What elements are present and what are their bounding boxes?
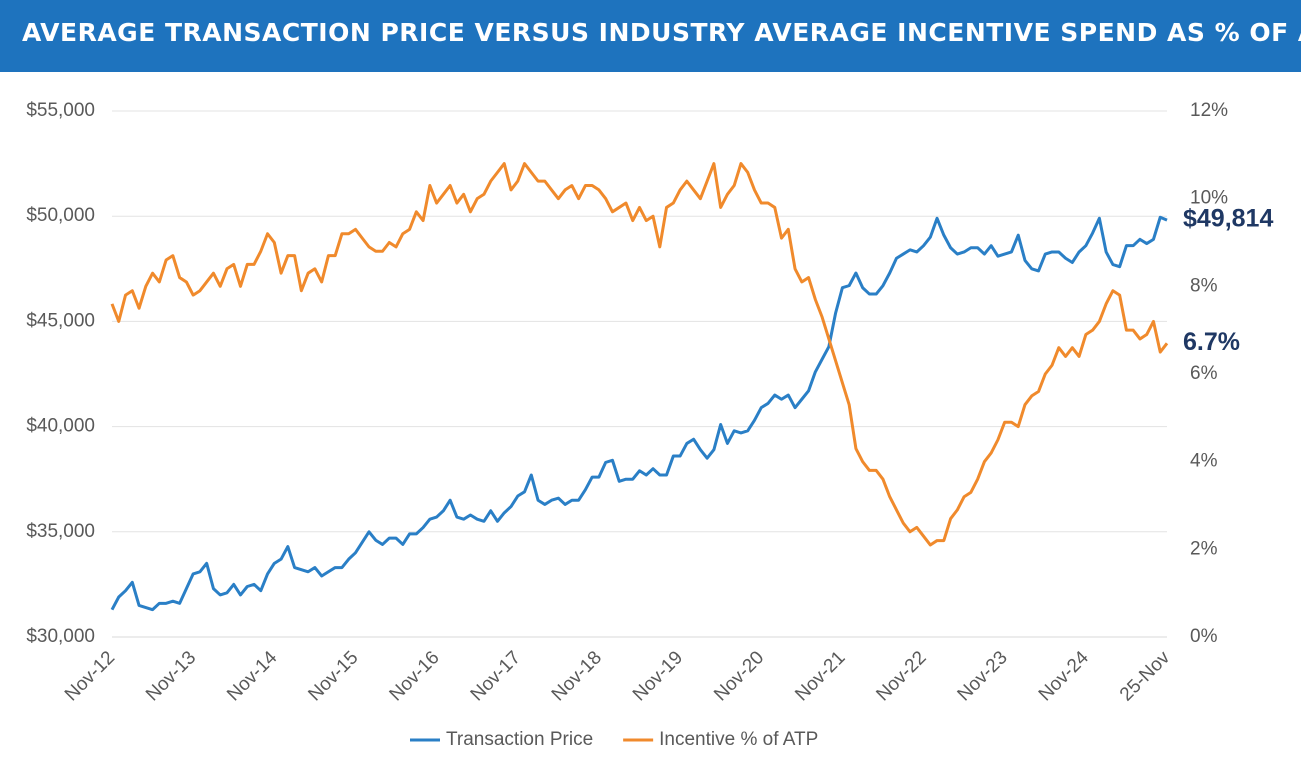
- y2-tick-label: 6%: [1190, 363, 1218, 384]
- series-line: [110, 162, 1169, 547]
- x-tick-label: Nov-24: [1035, 647, 1093, 705]
- y-tick-label: $50,000: [26, 205, 95, 226]
- x-tick-label: Nov-12: [61, 647, 119, 705]
- x-tick-label: Nov-22: [872, 647, 930, 705]
- header-title: AVERAGE TRANSACTION PRICE VERSUS INDUSTR…: [22, 18, 1301, 47]
- value-label: 6.7%: [1183, 328, 1240, 356]
- y2-tick-label: 10%: [1190, 188, 1228, 209]
- y2-tick-label: 4%: [1190, 451, 1218, 472]
- x-tick-label: 25-Nov: [1116, 647, 1175, 706]
- legend-label: Incentive % of ATP: [659, 729, 818, 750]
- y2-tick-label: 8%: [1190, 275, 1218, 296]
- x-tick-label: Nov-19: [629, 647, 687, 705]
- x-tick-label: Nov-21: [791, 647, 849, 705]
- header-bar: AVERAGE TRANSACTION PRICE VERSUS INDUSTR…: [0, 0, 1301, 72]
- y-tick-label: $45,000: [26, 310, 95, 331]
- y2-tick-label: 12%: [1190, 100, 1228, 121]
- series-line: [110, 215, 1168, 612]
- x-tick-label: Nov-23: [954, 647, 1012, 705]
- x-tick-label: Nov-14: [223, 647, 281, 705]
- y-tick-label: $30,000: [26, 626, 95, 647]
- y-tick-label: $55,000: [26, 100, 95, 121]
- x-tick-label: Nov-18: [548, 647, 606, 705]
- y-tick-label: $35,000: [26, 521, 95, 542]
- x-tick-label: Nov-15: [304, 647, 362, 705]
- value-label: $49,814: [1183, 205, 1273, 233]
- legend-label: Transaction Price: [446, 729, 593, 750]
- x-tick-label: Nov-20: [710, 647, 768, 705]
- x-tick-label: Nov-13: [142, 647, 200, 705]
- x-tick-label: Nov-16: [386, 647, 444, 705]
- x-tick-label: Nov-17: [467, 647, 525, 705]
- y2-tick-label: 2%: [1190, 538, 1218, 559]
- y-tick-label: $40,000: [26, 416, 95, 437]
- y2-tick-label: 0%: [1190, 626, 1218, 647]
